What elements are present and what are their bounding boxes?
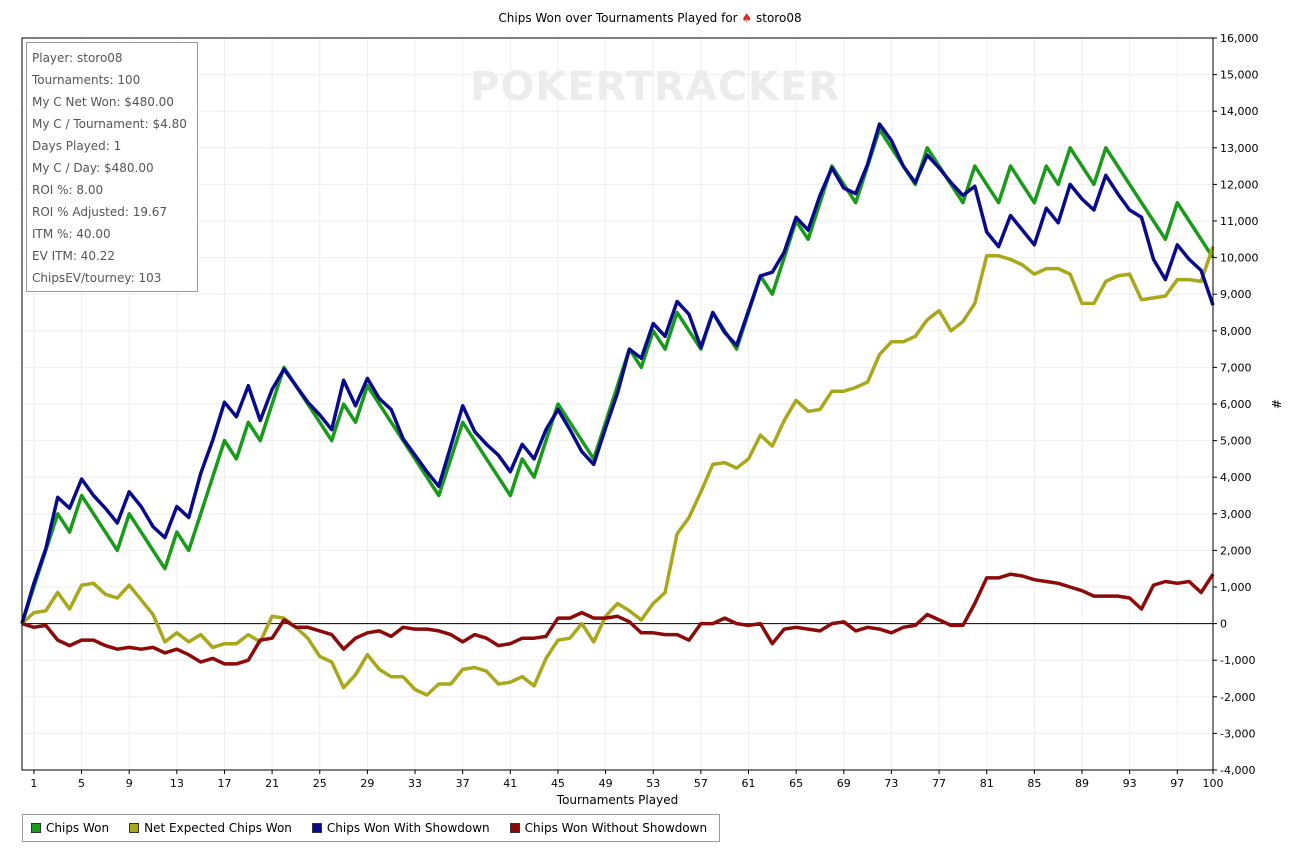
y-tick-label: 5,000	[1220, 435, 1252, 448]
legend-item-chips-won: Chips Won	[31, 821, 109, 835]
legend-swatch	[509, 823, 520, 833]
legend-swatch	[31, 823, 41, 833]
y-tick-label: -2,000	[1220, 691, 1255, 704]
y-tick-label: 2,000	[1220, 544, 1252, 557]
stat-roi: ROI %: 8.00	[32, 183, 104, 197]
y-tick-label: -3,000	[1220, 727, 1255, 740]
x-tick-label: 49	[599, 777, 613, 790]
x-tick-label: 100	[1203, 777, 1224, 790]
y-tick-label: 1,000	[1220, 581, 1252, 594]
x-tick-label: 17	[217, 777, 231, 790]
stat-chipsev: ChipsEV/tourney: 103	[32, 271, 162, 285]
x-tick-label: 81	[980, 777, 994, 790]
x-tick-label: 25	[313, 777, 327, 790]
chart-title-text: Chips Won over Tournaments Played for	[498, 11, 741, 25]
y-tick-label: 8,000	[1220, 325, 1252, 338]
y-tick-label: 0	[1220, 618, 1227, 631]
series-line-2	[20, 122, 1215, 625]
legend-swatch	[311, 823, 322, 833]
stat-per-day: My C / Day: $480.00	[32, 161, 154, 175]
x-tick-label: 1	[30, 777, 37, 790]
x-tick-label: 21	[265, 777, 279, 790]
y-tick-label: 6,000	[1220, 398, 1252, 411]
series-line-1	[20, 246, 1215, 697]
y-tick-label: 10,000	[1220, 252, 1259, 265]
x-tick-label: 57	[694, 777, 708, 790]
x-tick-label: 29	[360, 777, 374, 790]
x-tick-label: 45	[551, 777, 565, 790]
x-tick-label: 37	[456, 777, 470, 790]
y-tick-label: 7,000	[1220, 361, 1252, 374]
y-tick-label: 4,000	[1220, 471, 1252, 484]
y-tick-label: 3,000	[1220, 508, 1252, 521]
y-tick-label: 14,000	[1220, 105, 1259, 118]
legend-label: Chips Won	[46, 821, 110, 835]
legend-item-with-showdown: Chips Won With Showdown	[311, 821, 490, 835]
stats-box: Player: storo08 Tournaments: 100 My C Ne…	[26, 42, 198, 292]
series-line-0	[20, 127, 1215, 625]
x-tick-label: 41	[503, 777, 517, 790]
x-tick-label: 53	[646, 777, 660, 790]
legend-label: Net Expected Chips Won	[144, 821, 292, 835]
y-tick-label: 11,000	[1220, 215, 1259, 228]
x-tick-label: 69	[837, 777, 851, 790]
x-tick-label: 5	[78, 777, 85, 790]
y-tick-label: -1,000	[1220, 654, 1255, 667]
plot-series	[20, 122, 1215, 697]
stat-itm: ITM %: 40.00	[32, 227, 111, 241]
legend-item-without-showdown: Chips Won Without Showdown	[509, 821, 708, 835]
y-tick-label: 16,000	[1220, 32, 1259, 45]
legend-item-net-expected: Net Expected Chips Won	[129, 821, 292, 835]
stat-player: Player: storo08	[32, 51, 123, 65]
stat-ev-itm: EV ITM: 40.22	[32, 249, 116, 263]
x-tick-label: 73	[884, 777, 898, 790]
x-tick-label: 13	[170, 777, 184, 790]
x-tick-label: 85	[1027, 777, 1041, 790]
stat-roi-adjusted: ROI % Adjusted: 19.67	[32, 205, 168, 219]
x-axis-title: Tournaments Played	[556, 793, 678, 807]
chart-legend: Chips Won Net Expected Chips Won Chips W…	[22, 814, 721, 842]
chart-title: Chips Won over Tournaments Played for ♠ …	[498, 11, 801, 25]
watermark-logo: POKERTRACKER	[470, 64, 841, 110]
x-tick-label: 89	[1075, 777, 1089, 790]
stat-per-tournament: My C / Tournament: $4.80	[32, 117, 187, 131]
x-tick-label: 33	[408, 777, 422, 790]
x-tick-label: 97	[1170, 777, 1184, 790]
x-tick-label: 61	[742, 777, 756, 790]
chart-title-player: storo08	[752, 11, 801, 25]
legend-swatch	[129, 823, 140, 833]
x-tick-label: 9	[126, 777, 133, 790]
stat-net-won: My C Net Won: $480.00	[32, 95, 174, 109]
y-tick-label: 9,000	[1220, 288, 1252, 301]
plot-axes: -4,000 -3,000 -2,000 -1,000 0 1,000 2,000 3,000…	[21, 32, 1283, 807]
y-tick-label: 13,000	[1220, 142, 1259, 155]
x-tick-label: 93	[1123, 777, 1137, 790]
spade-icon: ♠	[741, 11, 752, 25]
y-axis-title: #	[1269, 399, 1283, 409]
legend-label: Chips Won With Showdown	[326, 821, 490, 835]
series-line-3	[21, 572, 1215, 666]
stat-tournaments: Tournaments: 100	[32, 73, 141, 87]
x-tick-label: 77	[932, 777, 946, 790]
y-tick-label: -4,000	[1220, 764, 1255, 777]
y-tick-label: 15,000	[1220, 69, 1259, 82]
y-tick-label: 12,000	[1220, 178, 1259, 191]
legend-label: Chips Won Without Showdown	[524, 821, 708, 835]
stat-days-played: Days Played: 1	[32, 139, 122, 153]
x-tick-label: 65	[789, 777, 803, 790]
